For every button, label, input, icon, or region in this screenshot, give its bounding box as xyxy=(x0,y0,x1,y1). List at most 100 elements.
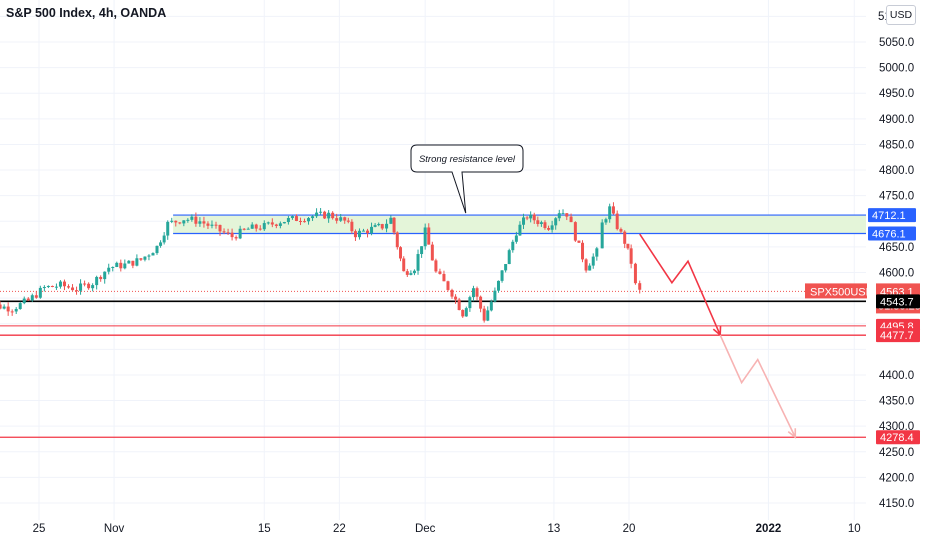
candle-body xyxy=(623,231,627,244)
symbol-name-bg xyxy=(805,283,867,299)
candle-body xyxy=(206,223,210,226)
candle-body xyxy=(543,222,547,229)
candle-body xyxy=(399,247,403,259)
candle-body xyxy=(442,273,446,282)
time-tick-label: 10 xyxy=(848,523,861,535)
candle-body xyxy=(446,281,450,290)
faded-projection-path xyxy=(719,334,796,438)
candle-body xyxy=(62,281,66,287)
candle-body xyxy=(471,288,475,298)
candle-body xyxy=(423,227,427,247)
tag-resistance-top-label: 4712.1 xyxy=(872,210,906,222)
candle-body xyxy=(186,219,190,221)
candle-body xyxy=(319,211,323,213)
candle-body xyxy=(34,295,38,298)
projection-arrows xyxy=(639,233,797,439)
candle-body xyxy=(159,242,163,246)
time-tick-label: Nov xyxy=(104,523,125,535)
candle-body xyxy=(353,231,357,238)
candle-body xyxy=(111,266,115,268)
tag-target-label: 4278.4 xyxy=(880,432,914,444)
candle-body xyxy=(496,280,500,291)
candle-body xyxy=(246,228,250,230)
candle-body xyxy=(294,216,298,221)
axes: 515050.05000.04950.04900.04850.04800.047… xyxy=(33,11,915,535)
candle-body xyxy=(38,287,42,298)
candle-body xyxy=(504,264,508,271)
candle-body xyxy=(380,224,384,229)
candle-body xyxy=(577,240,581,243)
candle-body xyxy=(298,220,302,222)
candle-body xyxy=(278,223,282,226)
candle-body xyxy=(409,273,413,275)
candle-body xyxy=(307,218,311,222)
candle-body xyxy=(434,260,438,272)
candle-body xyxy=(234,237,238,239)
candle-body xyxy=(274,224,278,226)
callout-bubble[interactable] xyxy=(410,144,524,214)
candle-body xyxy=(468,297,472,309)
candle-body xyxy=(151,253,155,256)
projection-path xyxy=(639,233,721,336)
candle-body xyxy=(427,227,431,245)
candle-body xyxy=(2,306,6,309)
candle-body xyxy=(619,229,623,232)
candle-body xyxy=(343,217,347,221)
candle-body xyxy=(557,213,561,219)
candle-body xyxy=(315,212,319,217)
candle-body xyxy=(514,235,518,242)
candle-body xyxy=(174,220,178,223)
candle-body xyxy=(561,213,565,215)
price-tick-label: 4350.0 xyxy=(879,396,914,408)
candle-body xyxy=(529,214,533,219)
time-tick-label: Dec xyxy=(415,523,436,535)
candle-body xyxy=(214,224,218,226)
candle-body xyxy=(346,220,350,222)
candle-body xyxy=(573,222,577,241)
candle-body xyxy=(182,220,186,224)
candle-body xyxy=(608,206,612,220)
time-tick-label: 2022 xyxy=(756,523,782,535)
candle-body xyxy=(143,256,147,260)
price-levels xyxy=(0,290,866,438)
candle-body xyxy=(238,228,242,239)
candle-body xyxy=(525,217,529,219)
candle-body xyxy=(99,276,103,280)
symbol-name: SPX500USD xyxy=(810,286,874,298)
candle-body xyxy=(475,288,479,297)
candle-body xyxy=(454,296,458,300)
candle-body xyxy=(611,206,615,214)
currency-button[interactable]: USD xyxy=(886,5,916,25)
candle-body xyxy=(6,306,10,312)
candle-body xyxy=(600,222,604,249)
candle-body xyxy=(50,285,54,287)
candle-body xyxy=(162,235,166,243)
candle-body xyxy=(107,267,111,272)
candle-body xyxy=(518,224,522,236)
candle-body xyxy=(486,310,490,321)
candle-body xyxy=(303,221,306,223)
callout[interactable]: Strong resistance level xyxy=(410,144,524,214)
candle-body xyxy=(370,226,374,234)
candle-body xyxy=(389,217,393,224)
candle-body xyxy=(500,270,504,281)
candle-body xyxy=(511,241,515,251)
candle-body xyxy=(79,283,83,291)
candle-body xyxy=(54,286,58,288)
price-tick-label: 4150.0 xyxy=(879,498,914,510)
candle-body xyxy=(83,283,87,285)
candle-body xyxy=(262,223,266,230)
time-tick-label: 25 xyxy=(33,523,46,535)
candle-body xyxy=(147,255,151,257)
candle-body xyxy=(226,232,230,234)
candle-body xyxy=(450,289,454,297)
candle-body xyxy=(604,219,608,223)
candle-body xyxy=(0,304,2,309)
candle-body xyxy=(135,258,139,266)
candle-body xyxy=(416,254,420,271)
price-tick-label: 4800.0 xyxy=(879,165,914,177)
candle-body xyxy=(30,295,34,301)
